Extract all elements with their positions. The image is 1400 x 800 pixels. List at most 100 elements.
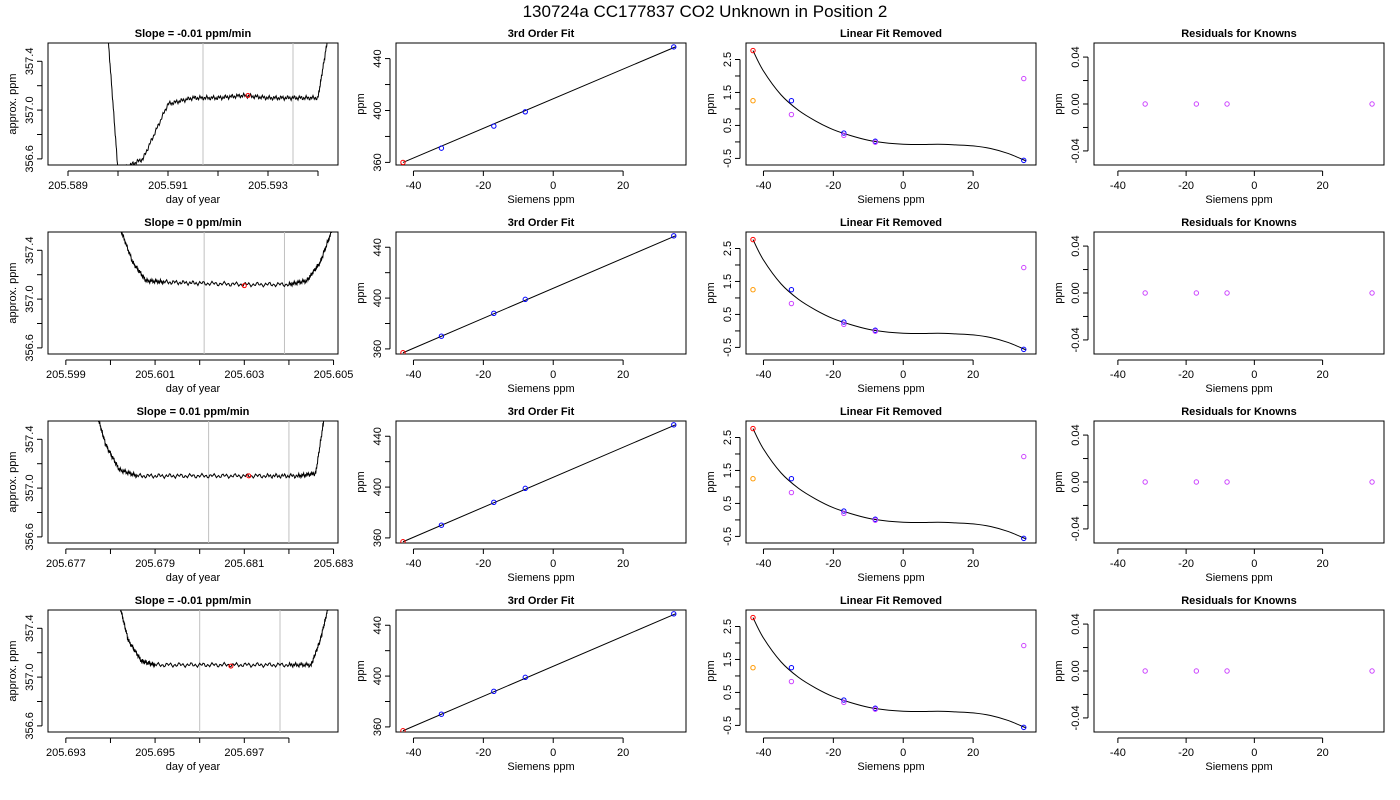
plot-frame <box>745 609 1037 733</box>
data-point <box>438 711 445 717</box>
panel-resid-row1: Linear Fit Removed -40 -20 0 20 Siemens ppm -0… <box>705 217 1037 395</box>
plot-frame <box>395 42 687 166</box>
data-point <box>750 614 756 621</box>
panel-resid-row2: Linear Fit Removed -40 -20 0 20 Siemens ppm -0… <box>705 406 1037 584</box>
y-tick-label: 1.5 <box>722 274 734 289</box>
y-tick-label: 2.5 <box>722 430 734 445</box>
data-point <box>1142 479 1148 485</box>
data-point <box>841 508 847 514</box>
y-tick-label: 357.4 <box>24 48 36 76</box>
x-tick-label: 20 <box>1316 369 1328 381</box>
data-point <box>841 130 847 136</box>
y-tick-label: 400 <box>372 101 384 119</box>
series-line <box>107 43 328 165</box>
y-axis-label: ppm <box>705 93 717 114</box>
data-point <box>438 522 445 528</box>
x-axis-label: Siemens ppm <box>507 383 574 395</box>
data-point <box>1369 290 1375 296</box>
x-tick-label: 0 <box>900 180 906 192</box>
x-tick-label: -20 <box>1178 180 1194 192</box>
x-tick-label: 0 <box>550 747 556 759</box>
x-tick-label: 205.601 <box>135 369 175 381</box>
y-tick-label: 356.6 <box>24 712 36 740</box>
data-point <box>788 287 795 293</box>
panel-drift-row2: Slope = 0.01 ppm/min 205.677 205.679 205.68… <box>7 406 353 584</box>
y-tick-label: 400 <box>372 289 384 307</box>
y-tick-label: 0.04 <box>1070 424 1082 445</box>
plot-frame <box>745 42 1037 166</box>
x-tick-label: 20 <box>967 180 979 192</box>
y-tick-label: -0.5 <box>722 527 734 546</box>
x-tick-label: 0 <box>1251 747 1257 759</box>
x-axis-label: Siemens ppm <box>857 572 924 584</box>
x-axis-label: day of year <box>166 194 221 206</box>
x-tick-label: -40 <box>1110 747 1126 759</box>
x-tick-label: -20 <box>1178 369 1194 381</box>
y-axis-label: ppm <box>355 471 367 492</box>
data-point <box>438 333 445 339</box>
x-tick-label: 20 <box>617 558 629 570</box>
y-axis-label: ppm <box>1053 282 1065 303</box>
y-tick-label: 0.5 <box>722 685 734 700</box>
plot-area <box>1142 668 1375 674</box>
panel-title: Residuals for Knowns <box>1181 406 1297 418</box>
data-point <box>1021 75 1027 82</box>
y-tick-label: 0.00 <box>1070 93 1082 114</box>
x-tick-label: 205.589 <box>48 180 88 192</box>
data-point <box>671 233 677 239</box>
plot-area <box>400 611 677 732</box>
x-tick-label: 205.695 <box>135 747 175 759</box>
y-axis-label: ppm <box>1053 660 1065 681</box>
y-tick-label: -0.5 <box>722 338 734 357</box>
series-line <box>402 424 676 543</box>
data-point <box>1021 724 1027 731</box>
y-tick-label: -0.04 <box>1070 705 1082 730</box>
data-point <box>1369 479 1375 485</box>
x-tick-label: -20 <box>475 747 491 759</box>
x-tick-label: -40 <box>406 747 422 759</box>
x-tick-label: 20 <box>967 747 979 759</box>
y-tick-label: 0.00 <box>1070 282 1082 303</box>
data-point <box>1224 290 1230 296</box>
y-tick-label: 0.04 <box>1070 46 1082 67</box>
plot-area <box>1142 290 1375 296</box>
x-tick-label: 205.683 <box>314 558 354 570</box>
y-tick-label: 0.04 <box>1070 235 1082 256</box>
y-tick-label: 440 <box>372 238 384 256</box>
x-tick-label: 205.593 <box>248 180 288 192</box>
data-point <box>788 678 795 685</box>
panel-resid-row0: Linear Fit Removed -40 -20 0 20 Siemens ppm -0… <box>705 28 1037 206</box>
plot-frame <box>47 231 339 355</box>
data-point <box>1021 453 1027 460</box>
data-point <box>788 489 795 496</box>
x-tick-label: 205.603 <box>224 369 264 381</box>
x-tick-label: 205.591 <box>148 180 188 192</box>
y-tick-label: 0.5 <box>722 307 734 322</box>
panel-title: 3rd Order Fit <box>508 595 575 607</box>
x-tick-label: 205.679 <box>135 558 175 570</box>
y-axis-label: approx. ppm <box>7 451 19 512</box>
plot-frame <box>1093 420 1385 544</box>
series-line <box>402 235 676 354</box>
data-point <box>1369 101 1375 107</box>
panel-known-row0: Residuals for Knowns -40 -20 0 20 Siemens ppm… <box>1053 28 1385 206</box>
data-point <box>522 296 528 303</box>
x-tick-label: -40 <box>756 369 772 381</box>
y-tick-label: -0.04 <box>1070 327 1082 352</box>
y-tick-label: -0.5 <box>722 149 734 168</box>
y-tick-label: 357.0 <box>24 96 36 124</box>
x-axis-label: Siemens ppm <box>1205 383 1272 395</box>
panel-title: 3rd Order Fit <box>508 28 575 40</box>
panel-known-row3: Residuals for Knowns -40 -20 0 20 Siemens ppm… <box>1053 595 1385 773</box>
plot-area <box>750 614 1027 731</box>
x-tick-label: 20 <box>617 369 629 381</box>
x-tick-label: -20 <box>825 558 841 570</box>
data-point <box>841 697 847 703</box>
data-point <box>522 485 528 492</box>
y-tick-label: 0.04 <box>1070 613 1082 634</box>
x-tick-label: 20 <box>967 369 979 381</box>
data-point <box>788 98 795 104</box>
y-tick-label: 356.6 <box>24 145 36 173</box>
y-tick-label: 357.4 <box>24 237 36 265</box>
